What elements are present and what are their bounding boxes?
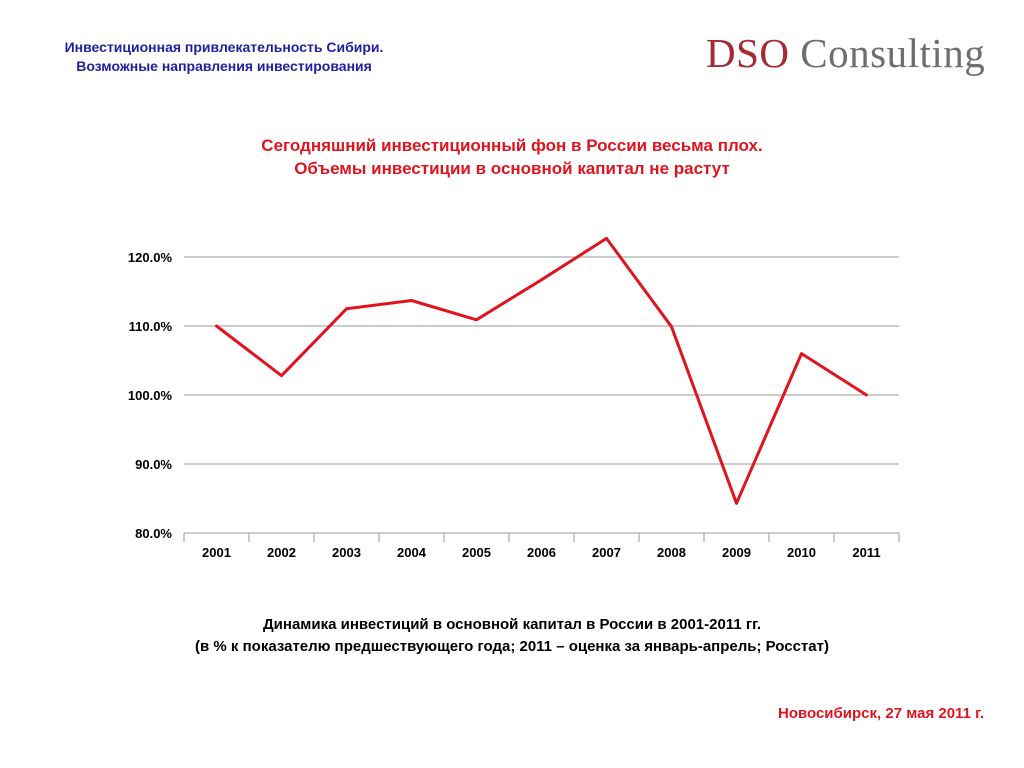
slide-headline-line1: Сегодняшний инвестиционный фон в России … [261, 136, 763, 155]
grid-lines [184, 256, 899, 465]
x-tick-label: 2002 [267, 545, 296, 560]
chart-caption: Динамика инвестиций в основной капитал в… [0, 614, 1024, 658]
presentation-title-line1: Инвестиционная привлекательность Сибири. [64, 39, 384, 55]
series-lines [215, 236, 868, 505]
investment-chart: 80.0% 90.0% 100.0% 110.0% 120.0% 2001 2002 200… [0, 200, 1024, 580]
slide-headline: Сегодняшний инвестиционный фон в России … [0, 134, 1024, 180]
x-tick-label: 2005 [462, 545, 491, 560]
chart-caption-line1: Динамика инвестиций в основной капитал в… [262, 616, 761, 633]
chart-caption-line2: (в % к показателю предшествующего года; … [195, 638, 829, 655]
x-tick-label: 2004 [397, 545, 427, 560]
x-tick-label: 2011 [852, 545, 880, 560]
y-tick-label: 100.0% [128, 388, 173, 403]
x-tick-label: 2003 [332, 545, 361, 560]
logo-brand: DSO [706, 30, 790, 76]
x-tick-label: 2006 [527, 545, 556, 560]
company-logo: DSO Consulting [706, 28, 985, 78]
x-tick-label: 2009 [722, 545, 751, 560]
y-tick-label: 120.0% [128, 250, 173, 265]
x-tick-label: 2001 [202, 545, 231, 560]
y-tick-label: 90.0% [135, 457, 172, 472]
x-tick-label: 2007 [592, 545, 621, 560]
y-tick-label: 80.0% [135, 526, 172, 541]
presentation-title: Инвестиционная привлекательность Сибири.… [14, 38, 434, 76]
x-tick-labels: 2001 2002 2003 2004 2005 2006 2007 2008 2009 2010… [202, 545, 881, 560]
line-chart-svg: 80.0%90.0%100.0%110.0%120.0% 2001 2002 200… [128, 236, 900, 560]
y-tick-label: 110.0% [129, 319, 173, 334]
y-tick-labels: 80.0% 90.0% 100.0% 110.0% 120.0% [128, 250, 173, 541]
presentation-title-line2: Возможные направления инвестирования [76, 58, 372, 74]
logo-suffix: Consulting [800, 30, 986, 76]
x-tick-label: 2008 [657, 545, 686, 560]
slide-headline-line2: Объемы инвестиции в основной капитал не … [294, 159, 730, 178]
location-date: Новосибирск, 27 мая 2011 г. [777, 705, 984, 722]
axes [183, 532, 900, 542]
x-tick-label: 2010 [787, 545, 816, 560]
series-line [215, 236, 868, 505]
